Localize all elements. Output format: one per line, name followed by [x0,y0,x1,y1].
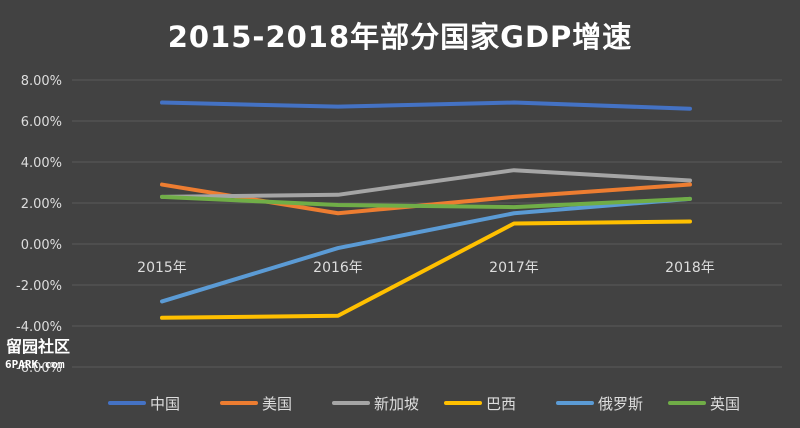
y-tick-label: 4.00% [21,156,62,171]
x-tick-label: 2015年 [137,260,187,276]
legend-label: 巴西 [486,395,516,413]
legend-label: 英国 [710,395,740,413]
y-tick-label: 2.00% [21,197,62,212]
x-tick-label: 2016年 [313,260,363,276]
y-tick-label: -4.00% [16,320,62,335]
series-line [160,196,692,304]
series-line [160,194,692,210]
legend: 中国 美国 新加坡 巴西 俄罗斯 英国 [108,395,740,413]
chart-title: 2015-2018年部分国家GDP增速 [168,20,633,54]
watermark-url: 6PARK.com [5,358,65,371]
series-line [160,168,692,199]
y-tick-label: 6.00% [21,115,62,130]
series-line [160,219,692,320]
legend-label: 俄罗斯 [598,395,643,413]
y-tick-label: -6.00% [16,361,62,376]
legend-label: 美国 [262,395,292,413]
y-axis-ticks: 8.00% 6.00% 4.00% 2.00% 0.00% -2.00% -4.00% -6.… [16,74,62,376]
y-tick-label: 8.00% [21,74,62,89]
watermark-logo: 留园社区 6PARK.com [5,337,70,371]
grid-lines [72,79,782,368]
x-tick-label: 2017年 [489,260,539,276]
series-lines [160,100,692,320]
series-line [160,100,692,111]
y-tick-label: -2.00% [16,279,62,294]
x-axis-ticks: 2015年 2016年 2017年 2018年 [137,260,715,276]
y-tick-label: 0.00% [21,238,62,253]
legend-label: 新加坡 [374,395,419,413]
x-tick-label: 2018年 [665,260,715,276]
watermark-text: 留园社区 [6,337,70,356]
legend-label: 中国 [150,395,180,413]
